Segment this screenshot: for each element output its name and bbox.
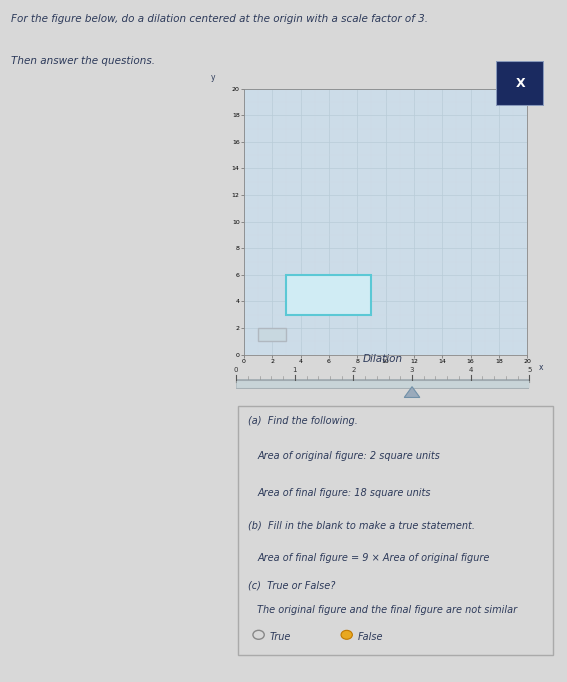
Circle shape <box>341 630 352 639</box>
Text: X: X <box>515 77 525 90</box>
Text: (b)  Fill in the blank to make a true statement.: (b) Fill in the blank to make a true sta… <box>248 520 475 531</box>
Bar <box>286 275 371 315</box>
Text: The original figure and the final figure are not similar: The original figure and the final figure… <box>257 605 517 615</box>
Text: Area of final figure = 9 × Area of original figure: Area of final figure = 9 × Area of origi… <box>257 552 489 563</box>
Text: 1: 1 <box>293 367 297 373</box>
Text: 3: 3 <box>410 367 414 373</box>
Text: 0: 0 <box>234 367 238 373</box>
Text: True: True <box>270 632 291 642</box>
Text: False: False <box>358 632 383 642</box>
Text: (c)  True or False?: (c) True or False? <box>248 580 335 590</box>
Polygon shape <box>404 387 420 398</box>
Text: For the figure below, do a dilation centered at the origin with a scale factor o: For the figure below, do a dilation cent… <box>11 14 428 25</box>
Text: 4: 4 <box>468 367 473 373</box>
Text: Area of final figure: 18 square units: Area of final figure: 18 square units <box>257 488 430 498</box>
Text: y: y <box>210 73 215 82</box>
Text: Then answer the questions.: Then answer the questions. <box>11 56 155 65</box>
Text: 5: 5 <box>527 367 531 373</box>
Text: (a)  Find the following.: (a) Find the following. <box>248 416 357 426</box>
Text: Dilation: Dilation <box>363 354 403 364</box>
Text: Area of original figure: 2 square units: Area of original figure: 2 square units <box>257 451 440 460</box>
Text: 2: 2 <box>351 367 356 373</box>
Text: x: x <box>539 364 543 372</box>
Bar <box>258 328 286 341</box>
